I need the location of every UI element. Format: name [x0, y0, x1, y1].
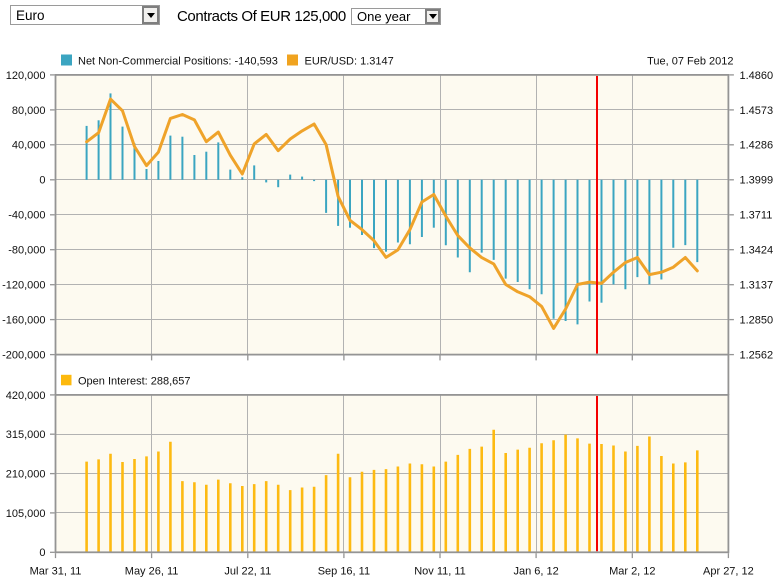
svg-text:1.4286: 1.4286 — [740, 140, 774, 152]
svg-text:1.3711: 1.3711 — [740, 210, 773, 222]
svg-text:315,000: 315,000 — [6, 429, 46, 441]
svg-text:0: 0 — [39, 175, 45, 187]
svg-text:Open Interest: 288,657: Open Interest: 288,657 — [78, 375, 191, 387]
svg-text:Nov 11, 11: Nov 11, 11 — [414, 566, 466, 578]
svg-text:1.3999: 1.3999 — [740, 175, 774, 187]
svg-text:Jul 22, 11: Jul 22, 11 — [224, 566, 271, 578]
svg-text:40,000: 40,000 — [12, 140, 46, 152]
svg-text:-80,000: -80,000 — [8, 245, 45, 257]
svg-text:Mar 2, 12: Mar 2, 12 — [609, 566, 655, 578]
svg-text:-160,000: -160,000 — [2, 315, 45, 327]
svg-text:-40,000: -40,000 — [8, 210, 45, 222]
svg-text:120,000: 120,000 — [6, 70, 46, 82]
svg-text:1.2850: 1.2850 — [740, 315, 774, 327]
svg-text:Sep 16, 11: Sep 16, 11 — [318, 566, 370, 578]
svg-text:1.4573: 1.4573 — [740, 105, 774, 117]
svg-text:210,000: 210,000 — [6, 469, 46, 481]
svg-text:Tue, 07 Feb 2012: Tue, 07 Feb 2012 — [647, 56, 733, 68]
svg-text:Jan 6, 12: Jan 6, 12 — [513, 566, 558, 578]
svg-text:105,000: 105,000 — [6, 508, 46, 520]
svg-text:EUR/USD: 1.3147: EUR/USD: 1.3147 — [305, 56, 394, 68]
svg-text:1.3137: 1.3137 — [740, 280, 774, 292]
svg-text:Apr 27, 12: Apr 27, 12 — [703, 566, 754, 578]
svg-text:1.4860: 1.4860 — [740, 70, 774, 82]
svg-text:Net Non-Commercial Positions:: Net Non-Commercial Positions: -140,593 — [78, 56, 278, 68]
svg-text:-200,000: -200,000 — [2, 350, 45, 362]
svg-text:Mar 31, 11: Mar 31, 11 — [30, 566, 82, 578]
svg-text:80,000: 80,000 — [12, 105, 46, 117]
svg-text:1.3424: 1.3424 — [740, 245, 774, 257]
svg-text:0: 0 — [39, 547, 45, 559]
svg-text:May 26, 11: May 26, 11 — [125, 566, 179, 578]
svg-text:420,000: 420,000 — [6, 390, 46, 402]
svg-text:1.2562: 1.2562 — [740, 350, 774, 362]
svg-text:-120,000: -120,000 — [2, 280, 45, 292]
